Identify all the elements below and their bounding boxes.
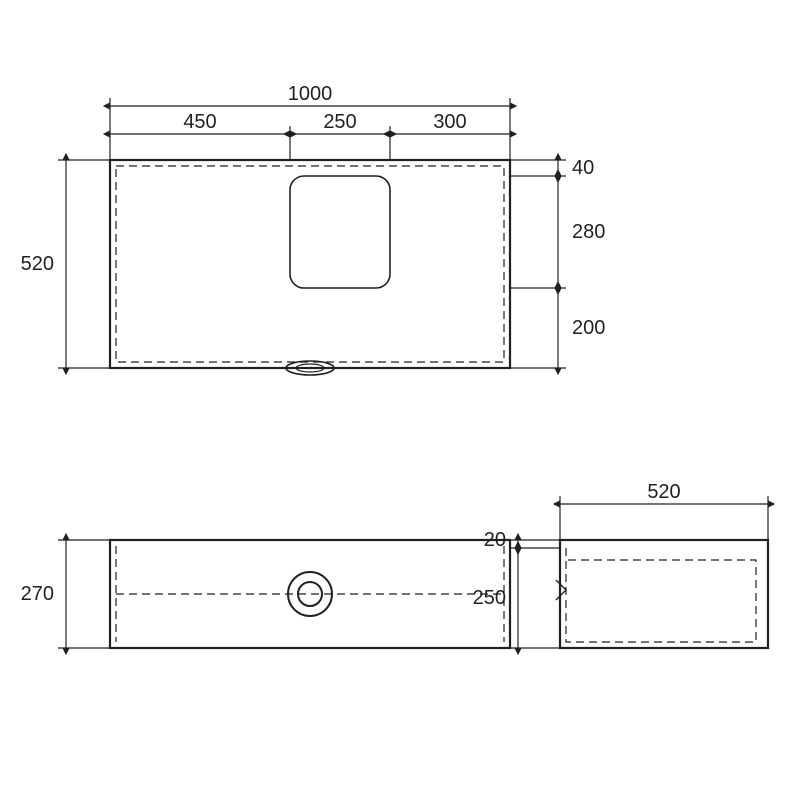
dim-top-seg2: 250 [323,111,356,133]
dim-side-width: 520 [647,481,680,503]
dim-side-top-gap: 20 [484,529,506,551]
dim-top-seg3: 300 [433,111,466,133]
front-view: 270 [21,540,510,648]
dim-side-inner: 250 [473,587,506,609]
technical-drawing: 1000 450 250 300 520 40 280 200 270 520 [0,0,800,800]
dim-top-total: 1000 [288,83,333,105]
dim-front-height: 270 [21,583,54,605]
dim-right-seg1: 40 [572,157,594,179]
dim-top-seg1: 450 [183,111,216,133]
dim-left-total: 520 [21,253,54,275]
top-view: 1000 450 250 300 520 40 280 200 [21,83,606,375]
dim-right-seg2: 280 [572,221,605,243]
side-view: 520 20 250 [473,481,768,648]
dim-right-seg3: 200 [572,317,605,339]
